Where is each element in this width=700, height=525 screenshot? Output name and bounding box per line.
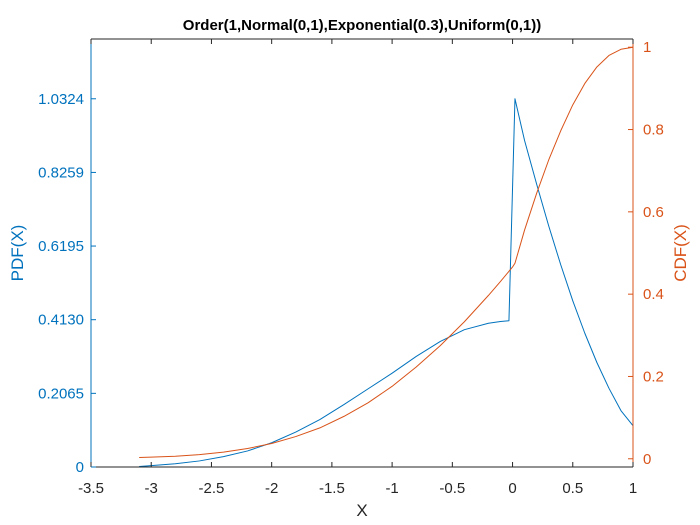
x-tick-label: -3 (145, 480, 158, 497)
y-left-tick-label: 0 (76, 459, 84, 476)
y-right-tick-label: 0.2 (643, 368, 664, 385)
x-tick-label: -1 (385, 480, 398, 497)
x-tick-label: 1 (629, 480, 637, 497)
y-right-tick-label: 1 (643, 39, 651, 56)
x-tick-label: -2 (265, 480, 278, 497)
chart-title: Order(1,Normal(0,1),Exponential(0.3),Uni… (183, 17, 541, 34)
y-right-tick-label: 0.8 (643, 122, 664, 139)
tick-layer: -3.5 -3 -2.5 -2 -1.5 -1 -0.5 0 0.5 100.20650.4130… (38, 39, 664, 497)
x-tick-label: -0.5 (439, 480, 465, 497)
y-right-tick-label: 0.4 (643, 286, 664, 303)
x-axis-label: X (356, 501, 367, 520)
x-tick-label: -3.5 (78, 480, 104, 497)
y-left-tick-label: 0.2065 (38, 385, 84, 402)
y-left-tick-label: 0.4130 (38, 312, 84, 329)
pdf-line (139, 98, 634, 467)
y-left-tick-label: 1.0324 (38, 91, 84, 108)
cdf-line (139, 46, 634, 459)
plot-area (91, 39, 633, 467)
y-left-axis-label: PDF(X) (8, 225, 27, 282)
x-tick-label: 0 (508, 480, 516, 497)
y-right-axis-label: CDF(X) (671, 224, 690, 282)
y-right-tick-label: 0 (643, 451, 651, 468)
x-tick-label: 0.5 (562, 480, 583, 497)
x-tick-label: -2.5 (199, 480, 225, 497)
y-left-tick-label: 0.8259 (38, 164, 84, 181)
y-right-tick-label: 0.6 (643, 204, 664, 221)
x-tick-label: -1.5 (319, 480, 345, 497)
series-layer (139, 46, 634, 467)
y-left-tick-label: 0.6195 (38, 238, 84, 255)
